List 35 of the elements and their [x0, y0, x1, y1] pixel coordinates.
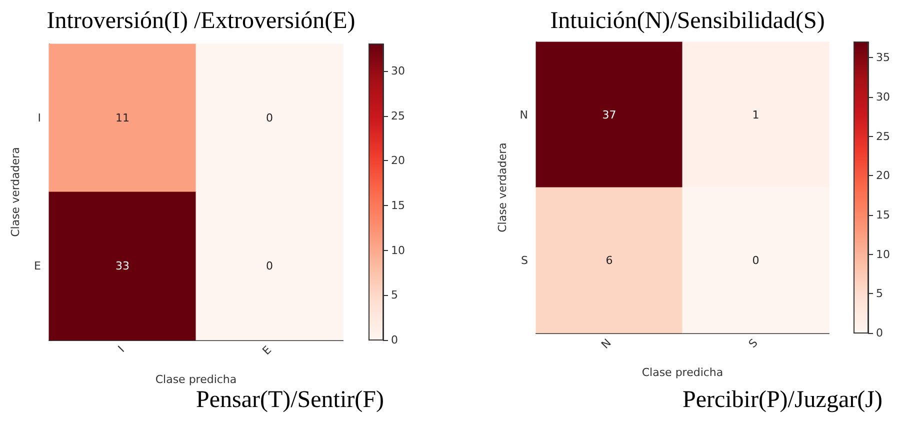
x-axis-title: Clase predicha — [155, 373, 237, 386]
y-axis-title: Clase verdadera — [496, 142, 509, 232]
chart-title: Introversión(I) /Extroversión(E) — [46, 8, 356, 34]
data-label: 0 — [266, 112, 273, 124]
color-bar-label: 10 — [876, 248, 890, 261]
color-bar-label: 30 — [391, 64, 405, 78]
color-bar-label: 5 — [876, 287, 883, 300]
data-label: 6 — [606, 254, 613, 267]
data-label: 37 — [602, 108, 616, 122]
color-bar-label: 10 — [391, 244, 405, 257]
color-bar-label: 0 — [391, 334, 398, 346]
x-tick-label: I — [116, 343, 128, 355]
data-label: 33 — [116, 260, 130, 272]
x-tick-label: E — [260, 343, 274, 358]
color-bar-label: 25 — [876, 130, 890, 143]
color-bar-label: 0 — [876, 326, 883, 340]
chart-title: Intuición(N)/Sensibilidad(S) — [550, 8, 825, 34]
color-bar-label: 5 — [391, 288, 398, 302]
color-bar-label: 25 — [391, 109, 405, 122]
data-label: 0 — [266, 260, 273, 272]
data-label: 0 — [752, 254, 760, 267]
color-bar-label: 35 — [876, 51, 890, 64]
color-bar-label: 20 — [391, 154, 405, 168]
x-axis-title: Clase predicha — [642, 366, 724, 379]
color-bar-label: 20 — [876, 169, 890, 182]
text: Pensar(T)/Sentir(F) — [196, 387, 384, 413]
text: Percibir(P)/Juzgar(J) — [682, 387, 882, 413]
x-tick-label: N — [598, 336, 614, 352]
color-bar-label: 30 — [876, 90, 890, 104]
y-axis-title: Clase verdadera — [9, 147, 22, 237]
data-label: 1 — [752, 108, 760, 122]
color-bar-label: 15 — [391, 198, 405, 212]
color-bar-label: 15 — [876, 208, 890, 222]
x-tick-label: S — [746, 336, 760, 351]
data-label: 11 — [116, 112, 130, 124]
